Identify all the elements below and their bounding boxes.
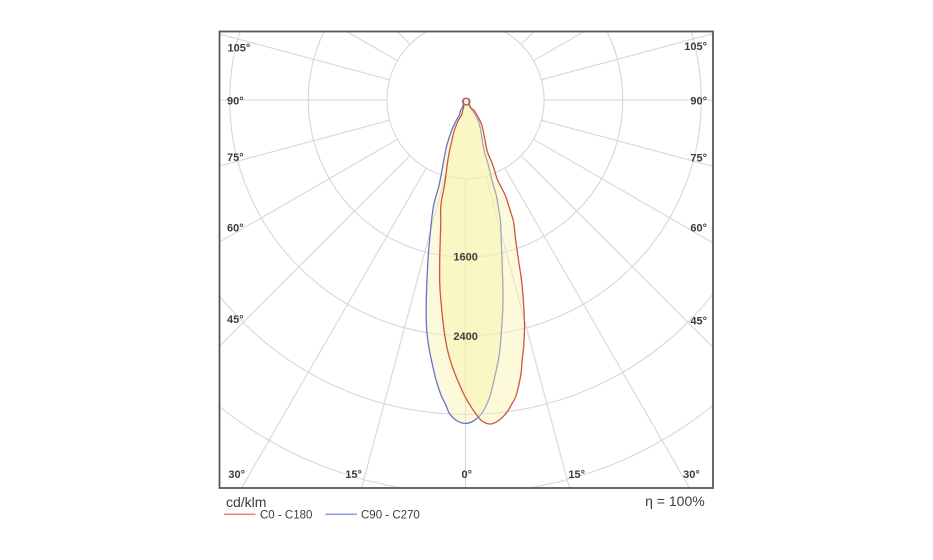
svg-text:30°: 30° — [228, 469, 245, 481]
svg-text:45°: 45° — [227, 314, 244, 326]
svg-text:30°: 30° — [683, 469, 700, 481]
svg-text:2400: 2400 — [453, 331, 477, 343]
svg-text:75°: 75° — [690, 153, 707, 165]
svg-text:15°: 15° — [568, 469, 585, 481]
svg-text:cd/klm: cd/klm — [226, 494, 266, 510]
svg-text:60°: 60° — [227, 223, 244, 235]
svg-text:90°: 90° — [690, 96, 707, 108]
svg-text:C90 - C270: C90 - C270 — [361, 510, 420, 522]
svg-text:60°: 60° — [690, 223, 707, 235]
svg-text:75°: 75° — [227, 152, 244, 164]
svg-text:105°: 105° — [228, 43, 251, 55]
svg-text:η = 100%: η = 100% — [645, 493, 705, 509]
svg-text:C0 - C180: C0 - C180 — [260, 510, 312, 522]
svg-text:90°: 90° — [227, 96, 244, 108]
svg-text:105°: 105° — [684, 41, 707, 53]
svg-text:0°: 0° — [462, 469, 473, 481]
svg-text:45°: 45° — [690, 316, 707, 328]
svg-text:15°: 15° — [345, 469, 362, 481]
svg-text:1600: 1600 — [453, 252, 477, 264]
